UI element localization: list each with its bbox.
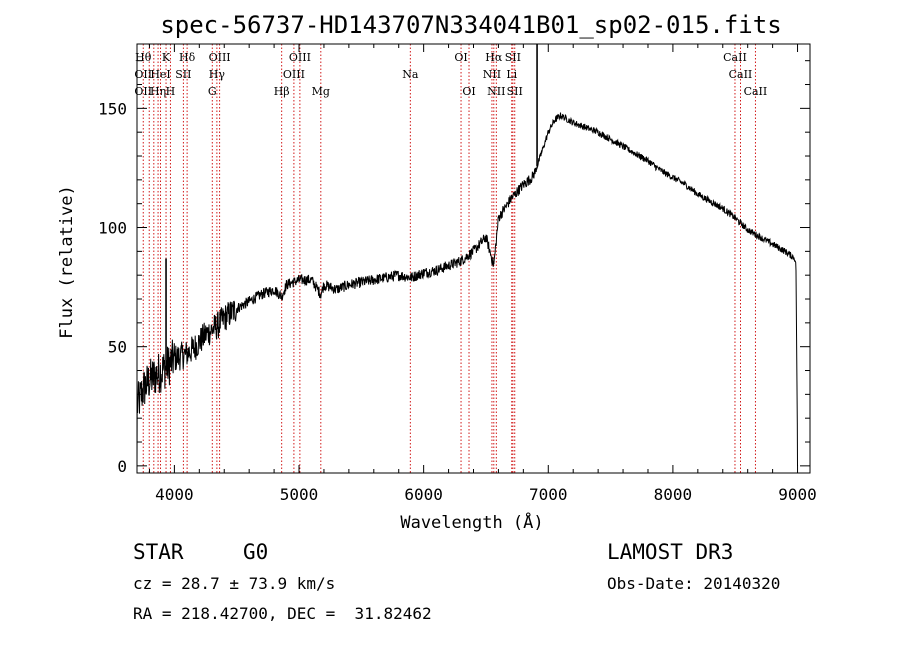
y-tick-label: 0 bbox=[117, 457, 127, 476]
y-axis-label: Flux (relative) bbox=[57, 185, 77, 339]
spectral-line-label: OII bbox=[134, 85, 152, 98]
spectral-line-label: Hγ bbox=[209, 68, 226, 81]
y-tick-label: 50 bbox=[108, 338, 127, 357]
coordinates: RA = 218.42700, DEC = 31.82462 bbox=[133, 604, 432, 623]
spectral-line-label: Hδ bbox=[179, 51, 196, 64]
redshift-cz: cz = 28.7 ± 73.9 km/s bbox=[133, 574, 336, 593]
spectral-line-label: OI bbox=[454, 51, 467, 64]
spectral-line-label: K bbox=[162, 51, 171, 64]
x-tick-label: 5000 bbox=[280, 485, 319, 504]
spectral-line-label: OI bbox=[462, 85, 475, 98]
plot-frame bbox=[136, 43, 811, 474]
spectral-line-label: SII bbox=[505, 51, 521, 64]
spectral-line-label: G bbox=[208, 85, 217, 98]
spectral-line-label: Hα bbox=[485, 51, 503, 64]
x-tick-label: 9000 bbox=[778, 485, 817, 504]
x-axis: 4000 5000 6000 7000 8000 9000 bbox=[148, 44, 817, 504]
spectral-line-label: Hη bbox=[150, 85, 166, 98]
spectral-line-label: NII bbox=[487, 85, 505, 98]
spectral-line-label: SII bbox=[507, 85, 523, 98]
spectral-line-label: H bbox=[166, 85, 176, 98]
spectral-line-label: Hβ bbox=[274, 85, 290, 98]
spectral-line-label: Li bbox=[506, 68, 517, 81]
spectral-line-label: CaII bbox=[729, 68, 753, 81]
spectral-line-label: SII bbox=[175, 68, 191, 81]
line-markers bbox=[142, 44, 756, 473]
y-axis: 0 50 100 150 bbox=[98, 60, 810, 476]
y-tick-label: 100 bbox=[98, 219, 127, 238]
line-labels: HθOIIOIIHηHeIKHSIIHδGHγOIIIHβOIIIOIIIMgN… bbox=[134, 51, 767, 98]
x-tick-label: 4000 bbox=[155, 485, 194, 504]
spectral-line-label: HeI bbox=[150, 68, 170, 81]
survey-name: LAMOST DR3 bbox=[607, 540, 734, 564]
observation-date: Obs-Date: 20140320 bbox=[607, 574, 781, 593]
spectral-line-label: Mg bbox=[312, 85, 330, 98]
x-tick-label: 7000 bbox=[529, 485, 568, 504]
chart-title: spec-56737-HD143707N334041B01_sp02-015.f… bbox=[160, 11, 781, 39]
spectrum-line bbox=[136, 112, 798, 466]
spectral-line-label: OIII bbox=[283, 68, 305, 81]
spectral-line-label: Hθ bbox=[135, 51, 152, 64]
spectral-line-label: CaII bbox=[744, 85, 768, 98]
spectral-line-label: OIII bbox=[289, 51, 311, 64]
object-class: STAR bbox=[133, 540, 184, 564]
spectral-line-label: OII bbox=[134, 68, 152, 81]
spectral-line-label: Na bbox=[402, 68, 419, 81]
y-tick-label: 150 bbox=[98, 99, 127, 118]
spectral-line-label: NII bbox=[483, 68, 501, 81]
x-axis-label: Wavelength (Å) bbox=[400, 511, 543, 533]
object-subclass: G0 bbox=[243, 540, 269, 564]
x-tick-label: 8000 bbox=[654, 485, 693, 504]
spectral-line-label: OIII bbox=[209, 51, 231, 64]
spectrum-spikes bbox=[165, 44, 538, 368]
spectral-line-label: CaII bbox=[723, 51, 747, 64]
x-tick-label: 6000 bbox=[404, 485, 443, 504]
